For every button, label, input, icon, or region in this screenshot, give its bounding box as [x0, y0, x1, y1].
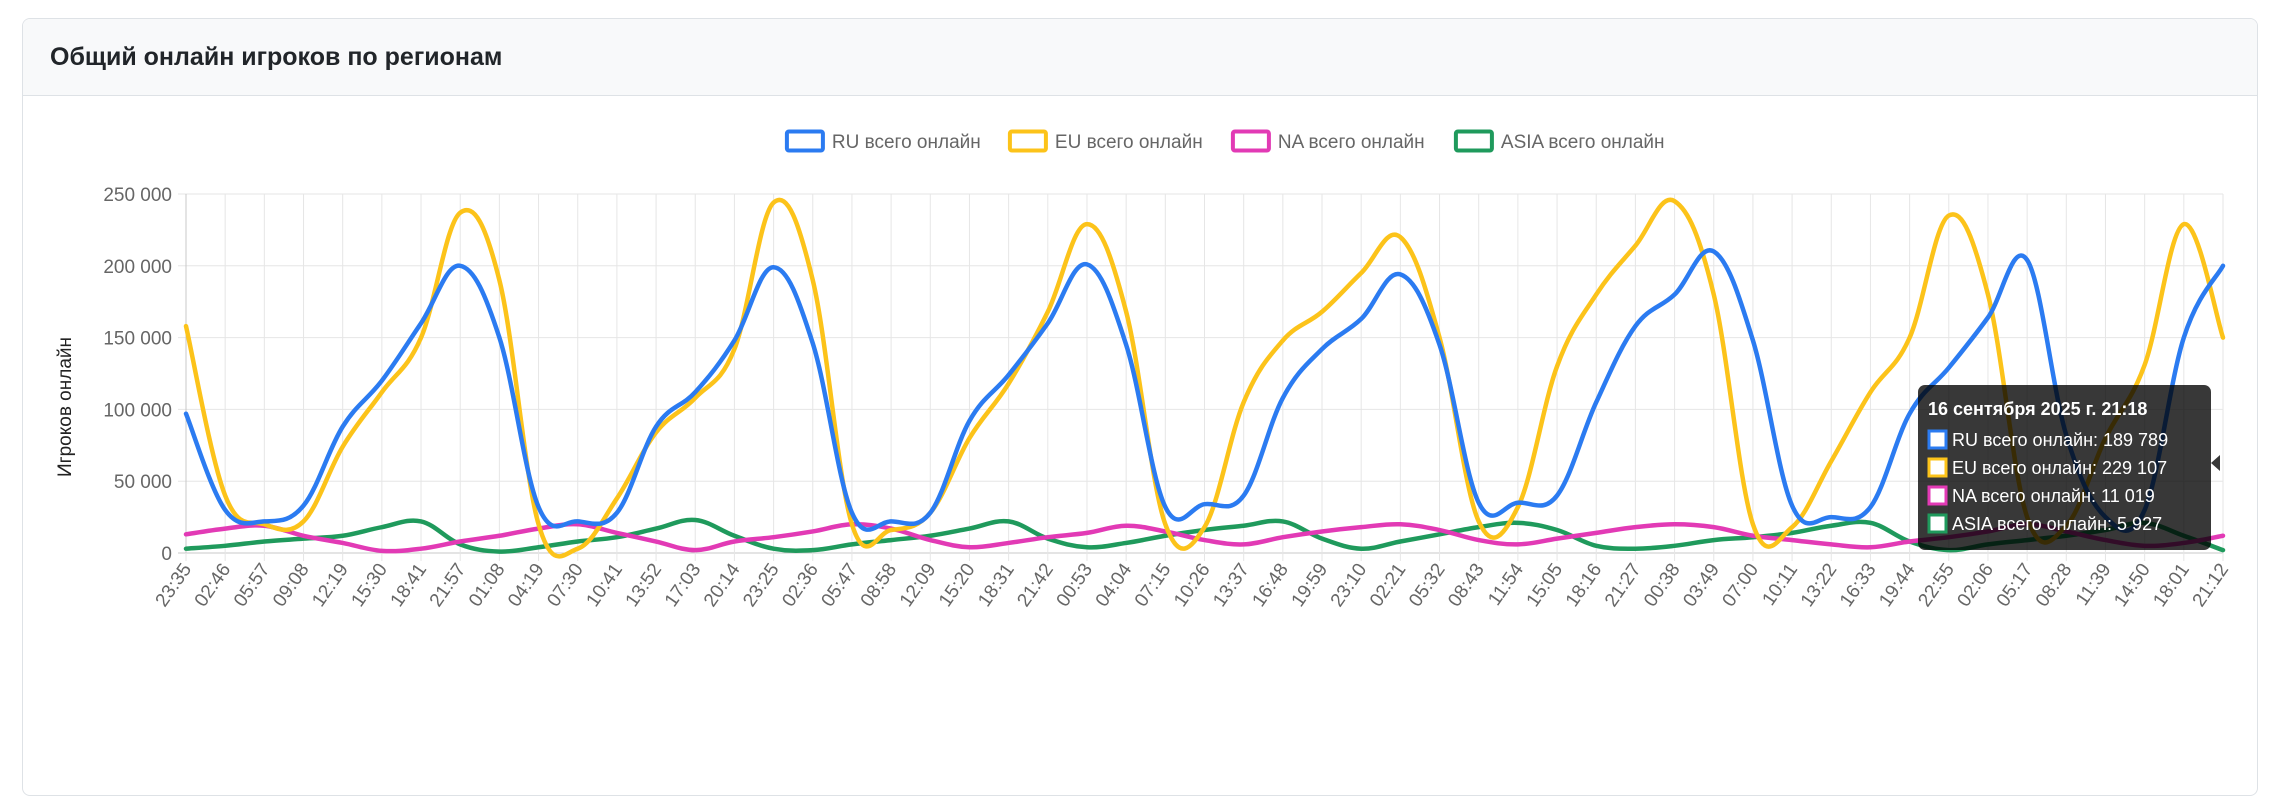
x-tick-label: 02:46 — [191, 560, 235, 611]
x-tick-label: 23:35 — [152, 560, 196, 611]
x-tick-label: 02:36 — [778, 560, 822, 611]
x-tick-label: 15:05 — [1523, 560, 1567, 611]
x-tick-label: 02:06 — [1954, 560, 1998, 611]
x-tick-label: 12:09 — [896, 560, 940, 611]
x-tick-label: 05:47 — [818, 560, 862, 611]
legend: RU всего онлайн EU всего онлайн NA всего о… — [784, 129, 1665, 153]
tooltip-box — [1918, 385, 2211, 550]
x-tick-label: 07:15 — [1131, 560, 1175, 611]
y-tick-label: 100 000 — [103, 400, 172, 421]
tooltip-caret — [2211, 455, 2220, 471]
x-tick-label: 15:30 — [347, 560, 391, 611]
x-tick-label: 04:04 — [1092, 559, 1137, 610]
x-tick-label: 07:30 — [543, 560, 587, 611]
x-tick-label: 04:19 — [504, 560, 548, 611]
x-tick-label: 19:44 — [1875, 559, 1920, 610]
legend-swatch — [784, 129, 825, 153]
tooltip-swatch — [1927, 485, 1948, 506]
card-header: Общий онлайн игроков по регионам — [23, 19, 2257, 96]
x-tick-label: 11:54 — [1484, 559, 1528, 609]
x-tick-label: 07:00 — [1719, 560, 1763, 611]
x-tick-label: 22:55 — [1914, 560, 1958, 611]
card-title: Общий онлайн игроков по регионам — [50, 42, 503, 71]
legend-swatch — [1007, 129, 1048, 153]
x-tick-label: 12:19 — [308, 560, 352, 611]
x-tick-label: 08:43 — [1444, 560, 1488, 611]
x-tick-label: 08:58 — [857, 560, 901, 611]
x-tick-label: 00:38 — [1640, 560, 1684, 611]
x-tick-label: 13:37 — [1209, 560, 1253, 611]
x-tick-label: 15:20 — [935, 560, 979, 611]
tooltip-swatch — [1927, 513, 1948, 534]
y-axis-title: Игроков онлайн — [55, 337, 76, 477]
x-tick-label: 21:27 — [1601, 560, 1645, 611]
x-tick-label: 21:57 — [426, 560, 470, 611]
y-tick-label: 200 000 — [103, 257, 172, 278]
x-tick-label: 11:39 — [2072, 560, 2116, 610]
x-tick-label: 13:22 — [1797, 560, 1841, 611]
x-tick-label: 05:57 — [230, 560, 274, 611]
x-tick-label: 10:11 — [1759, 560, 1803, 610]
x-tick-label: 10:26 — [1170, 560, 1214, 611]
x-tick-label: 18:16 — [1562, 560, 1606, 611]
x-tick-label: 20:14 — [700, 559, 745, 610]
x-tick-label: 16:48 — [1248, 560, 1292, 611]
x-tick-label: 00:53 — [1053, 560, 1097, 611]
x-tick-label: 19:59 — [1288, 560, 1332, 611]
tooltip-title: 16 сентября 2025 г. 21:18 — [1928, 399, 2147, 419]
x-tick-label: 18:01 — [2149, 560, 2193, 611]
legend-label: NA всего онлайн — [1278, 132, 1425, 153]
legend-swatch — [1453, 129, 1494, 153]
x-tick-label: 16:33 — [1836, 560, 1880, 611]
legend-swatch — [1230, 129, 1271, 153]
x-tick-label: 10:41 — [583, 560, 627, 611]
y-tick-label: 150 000 — [103, 329, 172, 350]
line-chart: 0 50 000 100 000 150 000 200 000 250 000 23:35… — [55, 129, 2233, 611]
x-tick-label: 18:41 — [387, 560, 431, 611]
x-tick-label: 21:42 — [1013, 560, 1057, 611]
x-tick-label: 05:32 — [1405, 560, 1449, 611]
tooltip-line: ASIA всего онлайн: 5 927 — [1952, 514, 2162, 534]
x-tick-label: 05:17 — [1993, 560, 2037, 611]
x-tick-label: 09:08 — [269, 560, 313, 611]
x-tick-label: 08:28 — [2032, 560, 2076, 611]
tooltip-line: NA всего онлайн: 11 019 — [1952, 486, 2155, 506]
x-tick-label: 17:03 — [661, 560, 705, 611]
tooltip-line: EU всего онлайн: 229 107 — [1952, 458, 2167, 478]
series-line-2 — [183, 521, 2226, 554]
x-tick-label: 02:21 — [1366, 560, 1410, 611]
x-tick-label: 03:49 — [1679, 560, 1723, 611]
y-tick-label: 50 000 — [114, 472, 172, 493]
y-tick-label: 0 — [161, 544, 172, 565]
grid — [178, 193, 2224, 561]
legend-label: EU всего онлайн — [1055, 132, 1203, 153]
y-tick-label: 250 000 — [103, 185, 172, 206]
x-tick-label: 13:52 — [622, 560, 666, 611]
legend-label: RU всего онлайн — [832, 132, 981, 153]
x-tick-label: 01:08 — [465, 560, 509, 611]
chart-card: Общий онлайн игроков по регионам 0 50 000… — [22, 18, 2258, 796]
tooltip: 16 сентября 2025 г. 21:18 RU всего онлайн… — [1918, 385, 2220, 550]
tooltip-line: RU всего онлайн: 189 789 — [1952, 430, 2168, 450]
x-tick-label: 14:50 — [2110, 560, 2154, 611]
series-lines — [183, 197, 2226, 559]
x-tick-label: 23:25 — [739, 560, 783, 611]
x-tick-label: 21:12 — [2189, 560, 2233, 611]
x-tick-label: 18:31 — [974, 560, 1018, 611]
series-line-0 — [183, 248, 2226, 533]
tooltip-swatch — [1927, 457, 1948, 478]
x-tick-label: 23:10 — [1327, 560, 1371, 611]
tooltip-swatch — [1927, 429, 1948, 450]
legend-label: ASIA всего онлайн — [1501, 132, 1665, 153]
chart-area: 0 50 000 100 000 150 000 200 000 250 000 23:35… — [23, 96, 2257, 795]
